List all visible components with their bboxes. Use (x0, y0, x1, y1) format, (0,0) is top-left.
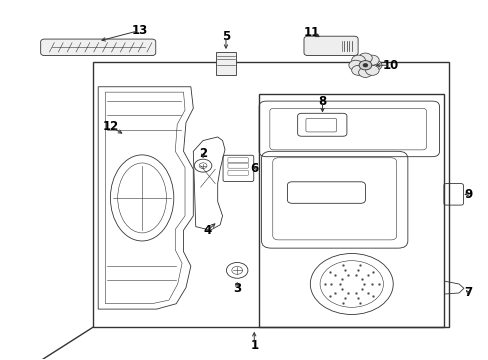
Circle shape (358, 53, 371, 63)
FancyBboxPatch shape (216, 52, 235, 75)
Text: 9: 9 (464, 188, 472, 201)
Circle shape (367, 60, 381, 70)
Circle shape (348, 60, 362, 70)
Text: 4: 4 (203, 224, 212, 237)
Circle shape (351, 65, 365, 75)
FancyBboxPatch shape (304, 36, 357, 55)
FancyBboxPatch shape (41, 39, 156, 55)
Text: 2: 2 (199, 147, 207, 159)
Text: 13: 13 (131, 24, 147, 37)
Text: 1: 1 (250, 339, 258, 352)
Text: 11: 11 (303, 27, 319, 40)
Circle shape (358, 60, 371, 70)
Circle shape (365, 55, 378, 65)
Circle shape (365, 65, 378, 75)
Text: 3: 3 (233, 282, 241, 295)
Circle shape (358, 67, 371, 77)
Text: 6: 6 (250, 162, 258, 175)
Text: 8: 8 (318, 95, 326, 108)
Text: 5: 5 (222, 30, 230, 43)
Text: 7: 7 (464, 287, 472, 300)
Text: 12: 12 (102, 120, 118, 133)
Circle shape (351, 55, 365, 65)
Circle shape (362, 63, 367, 67)
Text: 10: 10 (382, 59, 398, 72)
